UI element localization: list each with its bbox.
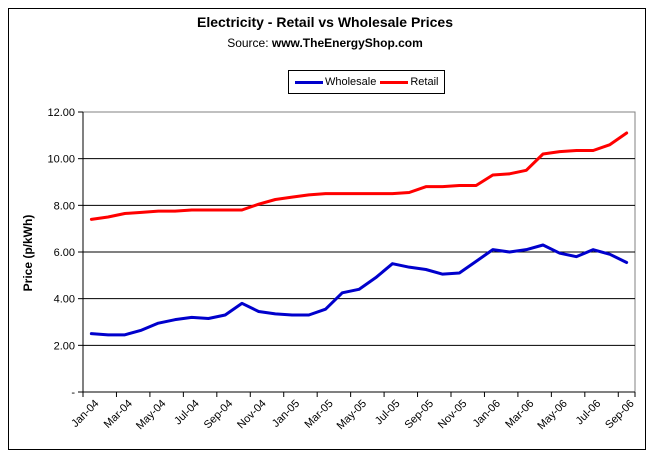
legend-label-wholesale: Wholesale (325, 75, 377, 88)
y-tick-label: 10.00 (47, 154, 75, 166)
x-tick-label: Jan-05 (270, 398, 302, 430)
retail-series-line (89, 131, 629, 221)
x-tick-label: Sep-05 (402, 398, 436, 432)
wholesale-series-line (89, 243, 629, 337)
x-tick-label: May-05 (335, 398, 369, 432)
x-tick-label: Sep-04 (202, 398, 236, 432)
y-tick-label: - (71, 387, 75, 399)
chart-title: Electricity - Retail vs Wholesale Prices (196, 14, 453, 30)
x-tick-label: Jul-05 (373, 398, 403, 428)
legend-item-retail: Retail (380, 75, 439, 88)
x-tick-label: Mar-06 (503, 398, 536, 431)
x-tick-label: Nov-05 (436, 398, 470, 432)
wholesale-line-swatch (295, 80, 323, 84)
y-tick-label: 6.00 (54, 247, 75, 259)
x-tick-label: May-06 (535, 398, 569, 432)
x-tick-label: Mar-04 (102, 398, 135, 431)
legend: Wholesale Retail (288, 70, 446, 94)
x-tick-label: Jul-06 (574, 398, 604, 428)
x-tick-label: Jul-04 (172, 398, 202, 428)
legend-label-retail: Retail (410, 75, 439, 88)
x-tick-label: Mar-05 (303, 398, 336, 431)
x-tick-label: Sep-06 (603, 398, 637, 432)
x-tick-label: May-04 (134, 398, 168, 432)
x-tick-label: Jan-04 (69, 398, 101, 430)
chart-subtitle: Source: www.TheEnergyShop.com (0, 36, 650, 50)
retail-line-swatch (380, 80, 409, 84)
y-tick-label: 4.00 (54, 294, 75, 306)
y-tick-label: 2.00 (54, 340, 75, 352)
x-tick-label: Nov-04 (235, 398, 269, 432)
source-value: www.TheEnergyShop.com (271, 36, 423, 50)
y-tick-label: 8.00 (54, 200, 75, 212)
legend-item-wholesale: Wholesale (295, 75, 377, 88)
x-tick-label: Jan-06 (471, 398, 503, 430)
source-label: Source: (227, 36, 269, 50)
y-tick-label: 12.00 (47, 107, 75, 119)
